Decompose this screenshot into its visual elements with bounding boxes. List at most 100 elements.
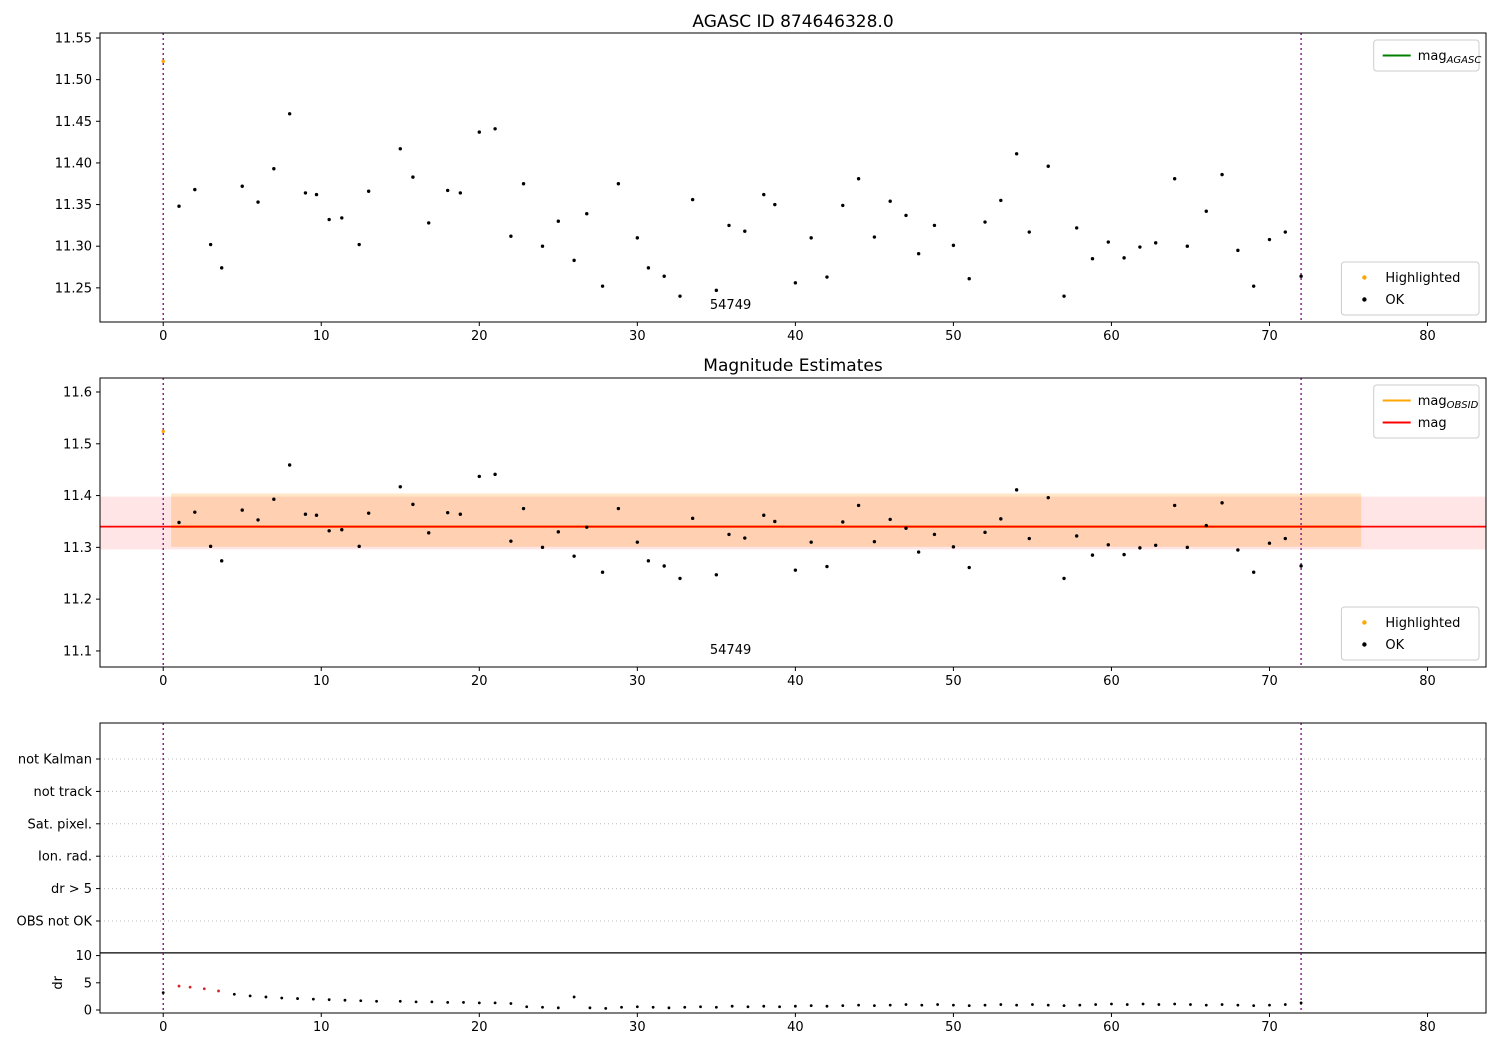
data-point [1138,245,1142,249]
legend-label: mag [1418,416,1447,431]
data-point [773,202,777,207]
dr-point [1046,1003,1050,1007]
data-point [256,518,260,522]
data-point [916,252,921,256]
x-tick-label: 10 [313,1020,330,1035]
dr-point [1078,1003,1082,1007]
data-point [1122,552,1126,557]
dr-point-bad [202,987,206,991]
data-point [314,192,319,197]
data-point [872,539,877,544]
dr-point [746,1005,750,1009]
data-point [1153,241,1158,245]
data-point [904,526,908,530]
data-point [1014,152,1019,156]
flags-dr-chart-panel: not Kalman not track Sat. pixel. Ion. rad. d… [17,722,1487,1035]
data-point [572,258,576,263]
x-tick-label: 40 [787,674,804,689]
x-tick-label: 70 [1261,1020,1278,1035]
obsid-annotation: 54749 [710,643,751,658]
dr-point [651,1005,655,1009]
x-tick-label: 70 [1261,674,1278,689]
data-point [303,512,308,516]
dr-point [762,1004,766,1008]
data-point [932,532,937,537]
data-point [427,221,431,225]
dr-point [857,1003,860,1007]
data-point [540,545,545,550]
data-point [762,513,766,517]
data-point [635,236,640,240]
dr-point [509,1002,513,1005]
data-point [493,472,497,477]
legend-label: OK [1385,293,1404,308]
dr-point-bad [177,984,181,988]
data-point [635,540,640,544]
data-point [458,191,463,195]
dr-point [280,996,284,1000]
y-tick-label: 11.35 [55,198,92,213]
x-tick-label: 20 [471,329,488,344]
mag-uncertainty-band [171,493,1362,547]
dr-point [264,995,268,999]
data-point [888,199,892,203]
data-point [1090,553,1095,557]
dr-point [398,999,402,1003]
dr-point [232,992,236,996]
dr-point [327,998,331,1002]
y-tick-label: 11.50 [55,73,92,88]
data-point [177,204,181,208]
data-point [727,532,731,537]
dr-point [311,997,315,1001]
data-point [856,177,861,181]
data-point [1220,501,1224,505]
data-point [999,517,1003,521]
data-point [1027,536,1031,541]
y-tick-label: 11.6 [63,385,92,400]
data-point [303,191,308,195]
dr-point [635,1005,639,1009]
legend-box [1340,261,1480,316]
data-point [1220,172,1224,177]
data-point [411,502,415,507]
flag-category-label: not Kalman [18,753,92,768]
data-point [1106,543,1110,547]
y-tick-label: 11.2 [63,593,92,608]
dr-point [161,991,165,994]
dr-axis-label: dr [51,975,66,989]
x-tick-label: 60 [1103,329,1120,344]
x-tick-label: 60 [1103,1020,1120,1035]
dr-point [1252,1004,1256,1008]
dr-point [1141,1002,1145,1006]
data-point [1251,570,1256,574]
dr-point [667,1006,671,1010]
data-point [825,275,829,279]
data-point [1027,230,1031,234]
x-tick-label: 80 [1419,329,1436,344]
data-point [1236,548,1240,552]
data-point [1172,503,1177,508]
data-point [458,512,463,516]
dr-point [1157,1003,1161,1006]
legend-label: Highlighted [1385,616,1460,631]
data-point [714,288,719,293]
dr-point [983,1003,987,1007]
legend-dot-marker [1362,620,1367,625]
data-point [600,570,605,574]
dr-point [1299,1001,1303,1005]
data-point [208,544,213,549]
legend-label: OK [1385,638,1404,653]
x-tick-label: 30 [629,1020,646,1035]
data-point [967,276,971,281]
dr-point [730,1004,734,1008]
data-point [340,528,344,532]
data-point [1299,564,1303,568]
data-point [272,497,276,501]
data-point [662,274,666,278]
dr-point [1268,1003,1271,1007]
axes-spine [99,32,1487,323]
dr-point [375,999,378,1003]
dr-point [541,1005,544,1009]
data-point [841,520,845,524]
